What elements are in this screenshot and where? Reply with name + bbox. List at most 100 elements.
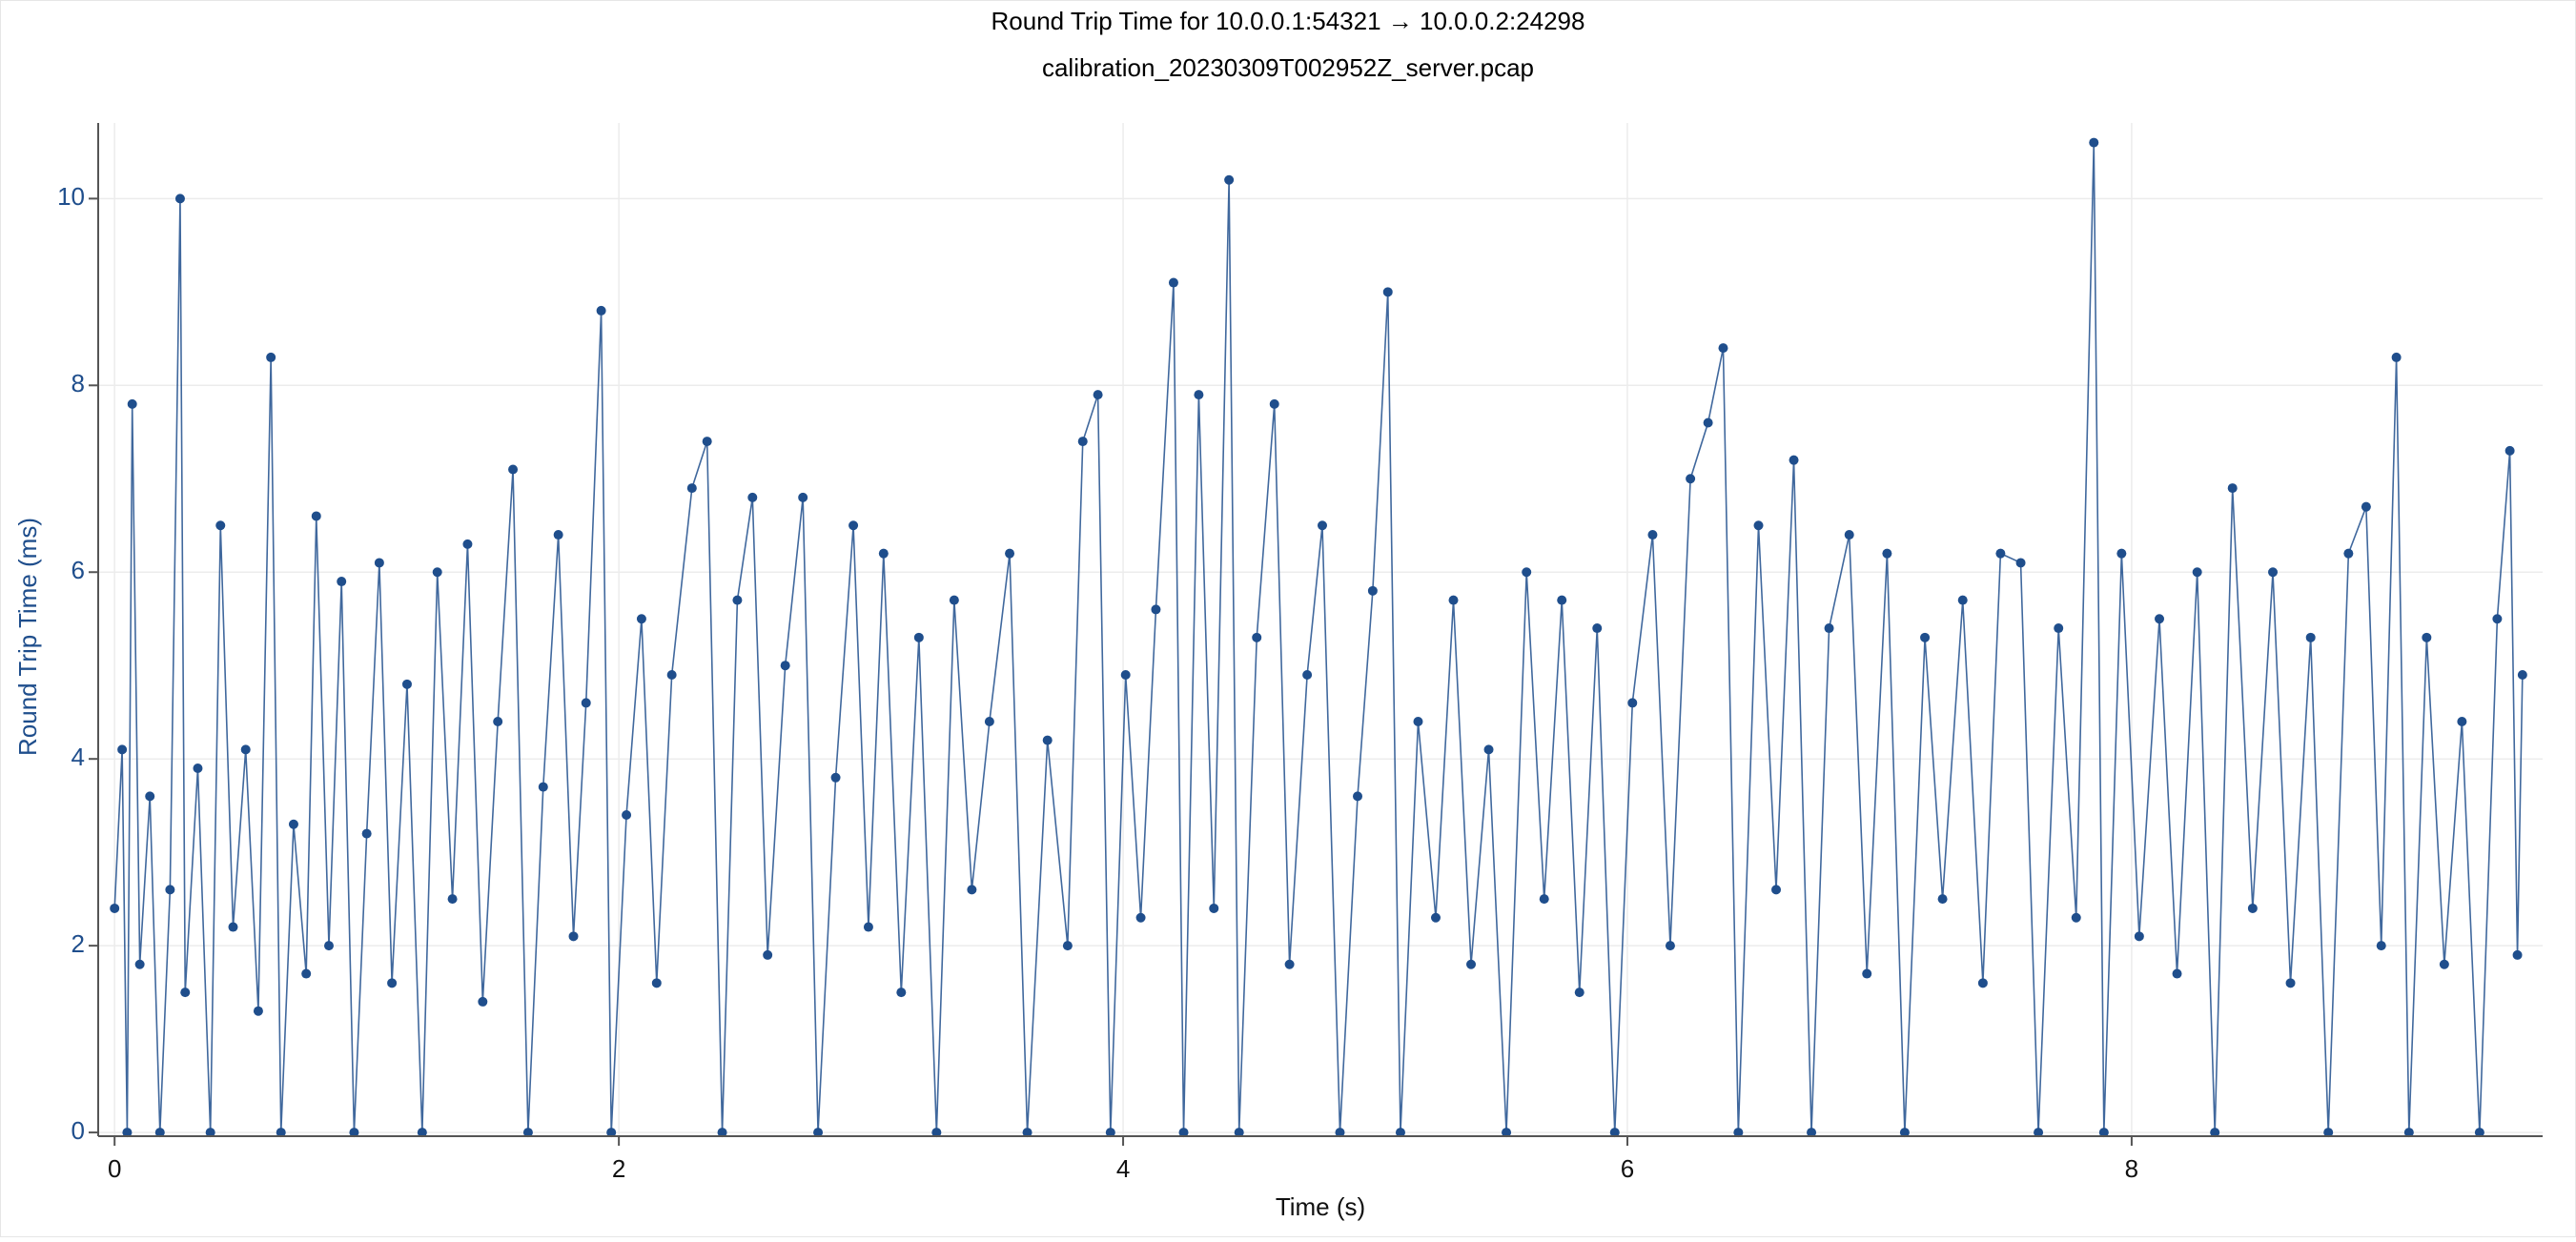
data-point — [1899, 1128, 1910, 1138]
data-point — [493, 717, 503, 727]
data-point — [2172, 968, 2182, 979]
data-point — [1807, 1128, 1817, 1138]
data-point — [134, 959, 145, 969]
data-point — [2361, 501, 2371, 512]
y-tick-label: 2 — [72, 929, 85, 958]
data-point — [2504, 445, 2515, 456]
data-point — [2492, 614, 2503, 624]
data-point — [1862, 968, 1872, 979]
data-point — [2305, 632, 2316, 642]
data-point — [967, 885, 977, 895]
data-point — [1194, 390, 1204, 400]
data-point — [1234, 1128, 1244, 1138]
y-tick-label: 10 — [57, 182, 85, 211]
data-point — [1413, 717, 1423, 727]
x-tick-label: 0 — [108, 1154, 121, 1183]
data-point — [568, 931, 579, 942]
data-point — [361, 828, 372, 839]
data-point — [417, 1128, 427, 1138]
data-point — [896, 987, 907, 998]
data-point — [732, 595, 743, 605]
data-point — [553, 530, 563, 540]
data-point — [1733, 1128, 1744, 1138]
data-point — [145, 791, 155, 802]
data-point — [301, 968, 312, 979]
plot-area — [110, 137, 2527, 1138]
data-point — [110, 903, 120, 913]
data-point — [1077, 437, 1088, 447]
data-point — [2210, 1128, 2220, 1138]
data-point — [949, 595, 959, 605]
data-point — [1957, 595, 1968, 605]
data-point — [240, 744, 251, 755]
data-point — [2134, 931, 2144, 942]
x-axis-label: Time (s) — [1276, 1192, 1365, 1221]
data-point — [2343, 548, 2354, 559]
chart-title: Round Trip Time for 10.0.0.1:54321 → 10.… — [992, 7, 1585, 35]
data-point — [2192, 567, 2202, 578]
data-point — [122, 1128, 133, 1138]
data-point — [984, 717, 994, 727]
x-tick-label: 6 — [1621, 1154, 1634, 1183]
data-point — [863, 922, 873, 932]
data-point — [2116, 548, 2127, 559]
data-point — [127, 398, 137, 409]
data-point — [1753, 520, 1764, 531]
data-point — [1135, 912, 1146, 923]
data-point — [311, 511, 321, 521]
data-point — [1844, 530, 1854, 540]
data-point — [2517, 670, 2527, 681]
data-point — [1022, 1128, 1032, 1138]
data-point — [1920, 632, 1931, 642]
data-point — [1771, 885, 1782, 895]
y-tick-label: 6 — [72, 556, 85, 584]
data-point — [1151, 604, 1161, 615]
data-point — [117, 744, 128, 755]
data-point — [1168, 277, 1178, 288]
data-point — [1574, 987, 1584, 998]
data-point — [323, 941, 334, 951]
data-point — [205, 1128, 215, 1138]
data-point — [1209, 903, 1219, 913]
data-point — [1789, 455, 1799, 465]
data-point — [1302, 670, 1313, 681]
ticks: 0 2 4 6 8 0 2 4 6 8 10 — [57, 182, 2138, 1183]
data-point — [1609, 1128, 1620, 1138]
data-point — [1430, 912, 1441, 923]
data-point — [1882, 548, 1892, 559]
data-point — [538, 782, 548, 792]
data-point — [878, 548, 889, 559]
data-point — [1093, 390, 1103, 400]
data-point — [288, 819, 298, 829]
data-point — [747, 492, 758, 502]
data-point — [522, 1128, 533, 1138]
data-point — [1557, 595, 1567, 605]
data-point — [1686, 474, 1696, 484]
data-point — [1395, 1128, 1405, 1138]
data-point — [2071, 912, 2081, 923]
data-point — [1105, 1128, 1115, 1138]
data-point — [1718, 343, 1728, 354]
data-point — [180, 987, 191, 998]
data-point — [2227, 483, 2238, 494]
data-point — [193, 763, 203, 773]
data-point — [798, 492, 808, 502]
data-point — [2439, 959, 2449, 969]
data-point — [154, 1128, 165, 1138]
data-point — [622, 809, 632, 820]
data-point — [432, 567, 442, 578]
data-point — [2512, 949, 2523, 960]
data-point — [848, 520, 859, 531]
data-point — [1937, 894, 1948, 905]
x-tick-label: 8 — [2125, 1154, 2138, 1183]
data-point — [2422, 632, 2432, 642]
y-tick-label: 4 — [72, 743, 85, 771]
data-point — [1317, 520, 1327, 531]
data-point — [2285, 978, 2296, 988]
data-point — [215, 520, 226, 531]
data-point — [2054, 623, 2064, 634]
data-point — [651, 978, 662, 988]
data-point — [447, 894, 458, 905]
data-point — [2015, 558, 2026, 568]
data-point — [686, 483, 697, 494]
